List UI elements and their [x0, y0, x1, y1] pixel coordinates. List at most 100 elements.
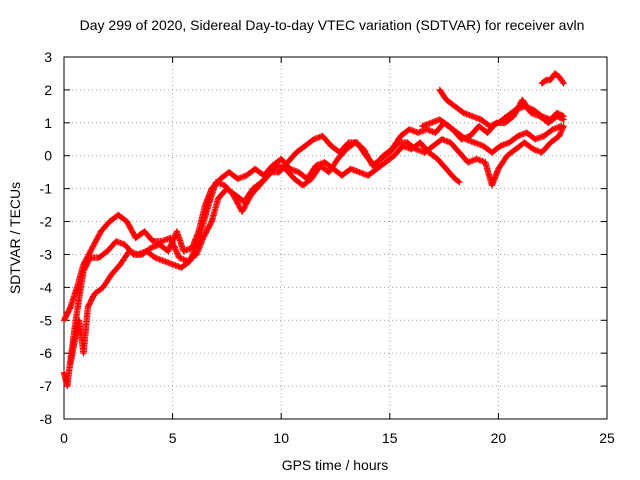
data-point — [206, 207, 209, 210]
data-point — [453, 177, 457, 181]
data-point — [318, 164, 322, 168]
data-point — [549, 118, 552, 121]
data-point — [240, 210, 244, 214]
data-point — [557, 75, 561, 79]
data-point — [473, 141, 476, 145]
data-point — [119, 262, 122, 266]
data-point — [560, 124, 563, 128]
series-trace-2 — [60, 96, 567, 324]
data-point — [523, 105, 526, 108]
data-point — [423, 151, 426, 154]
data-point — [525, 131, 528, 135]
data-point — [151, 239, 155, 243]
data-point — [75, 286, 79, 289]
data-point — [455, 131, 459, 135]
x-tick-label: 15 — [382, 430, 398, 446]
series-trace-6 — [538, 70, 567, 87]
y-tick-label: -3 — [40, 246, 53, 262]
data-point — [143, 230, 146, 233]
data-point — [82, 262, 85, 266]
marker-trace-2 — [60, 96, 567, 324]
y-tick-label: -4 — [40, 279, 53, 295]
data-point — [295, 151, 298, 154]
data-point — [134, 236, 138, 240]
data-point — [284, 167, 287, 171]
data-point — [401, 144, 405, 148]
data-point — [375, 167, 379, 171]
data-point — [162, 259, 166, 263]
plot-frame — [63, 56, 608, 420]
x-tick-label: 0 — [60, 430, 68, 446]
y-tick-label: -6 — [40, 345, 53, 361]
data-point — [516, 134, 520, 138]
y-axis-label: SDTVAR / TECUs — [7, 182, 23, 294]
data-point — [353, 141, 357, 145]
data-point — [479, 118, 483, 121]
data-point — [490, 151, 494, 154]
data-point — [438, 118, 442, 121]
data-point — [549, 78, 552, 82]
data-point — [468, 134, 472, 138]
data-point — [216, 197, 220, 200]
series-trace-3 — [67, 122, 567, 367]
y-tick-label: -2 — [40, 214, 53, 230]
data-point — [336, 157, 340, 161]
data-point — [77, 295, 81, 299]
data-point — [171, 262, 175, 266]
data-point — [210, 220, 214, 223]
data-point — [488, 124, 492, 128]
marker-trace-3 — [67, 122, 567, 367]
data-point — [366, 174, 370, 177]
data-point — [93, 292, 96, 296]
data-point — [512, 114, 515, 118]
data-point — [179, 266, 183, 269]
data-point — [97, 256, 101, 260]
data-point — [477, 124, 481, 128]
data-point — [503, 121, 507, 125]
data-point — [384, 160, 387, 164]
data-point — [327, 170, 331, 174]
data-point — [531, 108, 535, 112]
data-point — [551, 127, 555, 131]
data-point — [425, 127, 429, 131]
data-point — [418, 141, 422, 145]
data-point — [188, 259, 192, 263]
data-point — [62, 318, 66, 322]
data-point — [429, 121, 433, 125]
data-point — [484, 160, 487, 164]
data-point — [349, 167, 353, 171]
x-tick-label: 5 — [169, 430, 177, 446]
axis-ticks: 0 5 10 15 20 25 -8 -7 -6 -5 -4 -3 -2 -1 0 1 2 3 — [40, 49, 615, 446]
data-point — [449, 141, 452, 145]
data-point — [106, 249, 109, 253]
data-point — [490, 183, 494, 187]
data-point — [169, 236, 172, 240]
data-point — [69, 305, 72, 309]
data-point — [279, 157, 283, 161]
data-point — [486, 131, 489, 135]
data-point — [562, 81, 565, 85]
data-point — [297, 170, 300, 174]
data-point — [464, 137, 468, 141]
data-point — [557, 134, 561, 138]
data-point — [197, 239, 201, 243]
data-point — [414, 147, 418, 151]
y-tick-label: -8 — [40, 411, 53, 427]
series-trace-5 — [419, 116, 565, 156]
data-point — [457, 151, 461, 154]
data-point — [544, 78, 548, 82]
data-point — [440, 137, 444, 141]
data-point — [303, 144, 307, 148]
data-point — [77, 318, 81, 322]
data-point — [153, 256, 157, 260]
data-point — [379, 157, 383, 161]
data-point — [553, 72, 557, 75]
data-point — [438, 88, 442, 92]
data-point — [108, 220, 111, 223]
data-point — [399, 134, 403, 138]
data-point — [145, 249, 148, 253]
data-point — [540, 81, 544, 85]
data-point — [90, 246, 94, 250]
data-point — [505, 154, 509, 158]
x-tick-label: 20 — [491, 430, 507, 446]
